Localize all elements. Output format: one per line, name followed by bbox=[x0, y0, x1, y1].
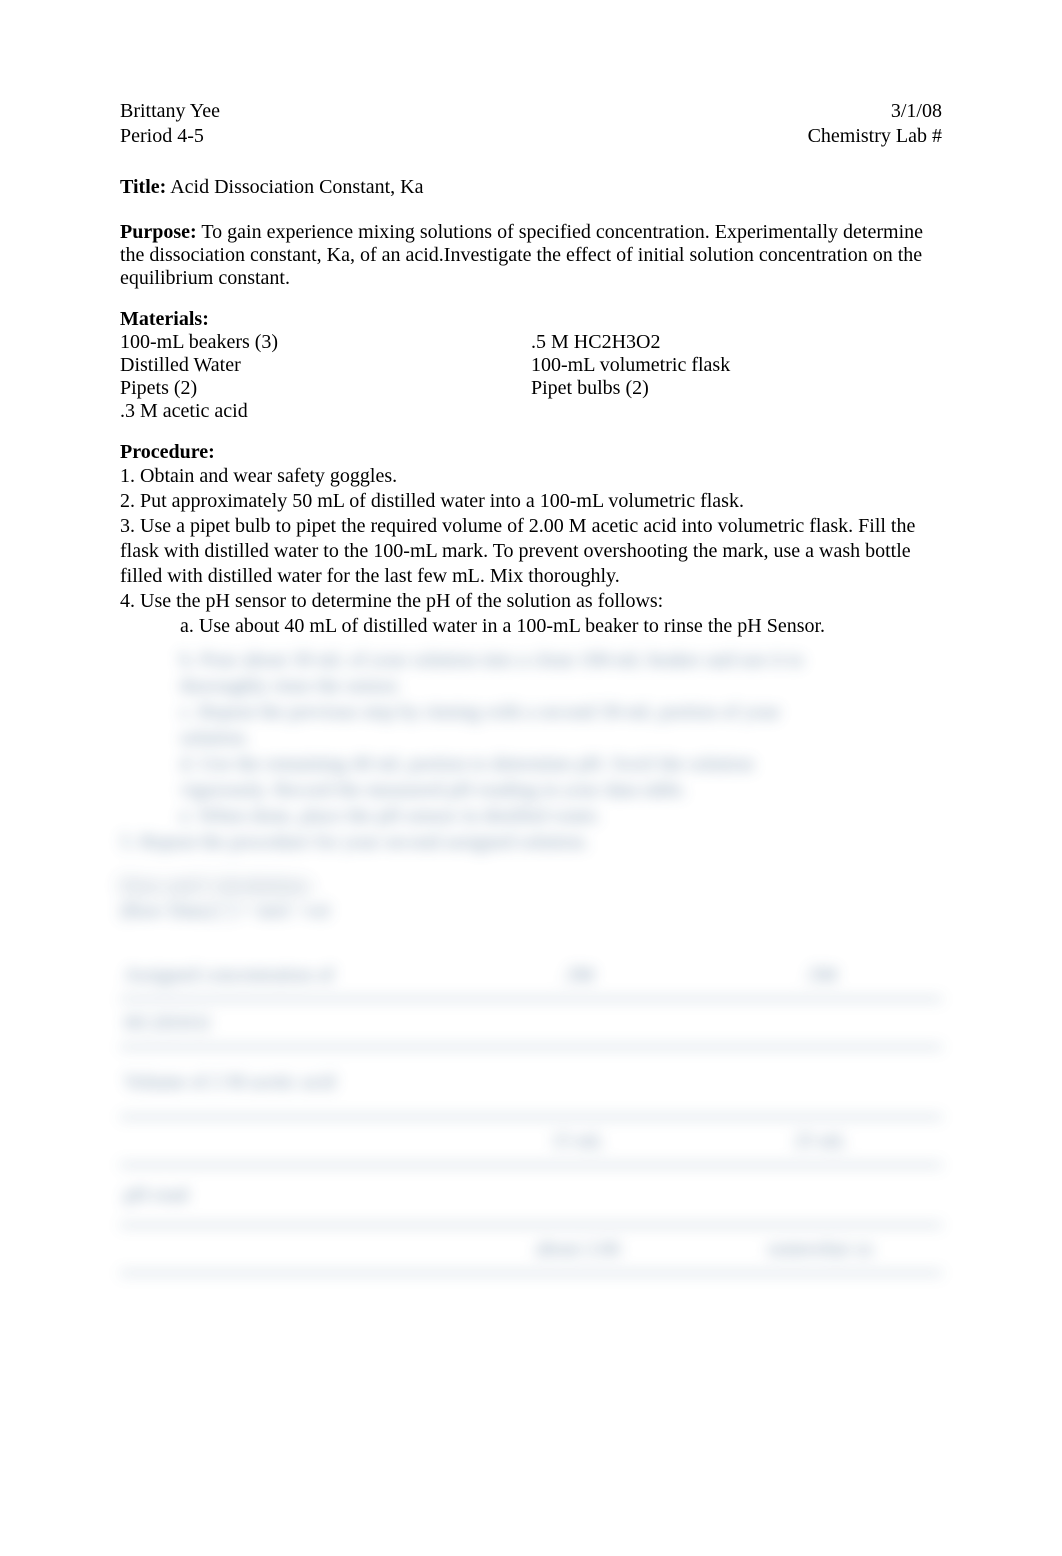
table-cell bbox=[120, 1135, 457, 1147]
title-label: Title: bbox=[120, 176, 166, 198]
table-cell: about 2.66 bbox=[457, 1232, 700, 1267]
material-item: Pipet bulbs (2) bbox=[531, 377, 942, 400]
table-cell bbox=[457, 1189, 700, 1201]
blurred-line: 5. Repeat the procedure for your second … bbox=[120, 829, 942, 855]
blurred-sub-heading: (Raw Data) [ ] = mol / vol bbox=[120, 898, 942, 924]
blurred-line: d. Use the remaining 40 mL portion to de… bbox=[120, 751, 942, 777]
table-cell: pH read bbox=[120, 1178, 457, 1213]
lab-label: Chemistry Lab # bbox=[808, 125, 942, 148]
material-item: 100-mL beakers (3) bbox=[120, 331, 531, 354]
table-cell bbox=[120, 1243, 457, 1255]
procedure-substep: a. Use about 40 mL of distilled water in… bbox=[120, 614, 942, 639]
table-row: pH read bbox=[120, 1166, 942, 1226]
period: Period 4-5 bbox=[120, 125, 204, 148]
blurred-line: b. Pour about 30 mL of your solution int… bbox=[120, 647, 942, 673]
procedure-label: Procedure: bbox=[120, 441, 942, 464]
material-item: Distilled Water bbox=[120, 354, 531, 377]
material-item: .5 M HC2H3O2 bbox=[531, 331, 942, 354]
table-cell bbox=[457, 1017, 700, 1029]
blurred-section-heading: Data and Calculations bbox=[120, 875, 942, 898]
blurred-line: solution. bbox=[120, 725, 942, 751]
table-row: 15 mL 25 mL bbox=[120, 1118, 942, 1166]
materials-label: Materials: bbox=[120, 308, 942, 331]
table-cell bbox=[457, 1076, 700, 1088]
table-cell bbox=[699, 1189, 942, 1201]
table-cell: HC2H3O2 bbox=[120, 1006, 457, 1041]
purpose-label: Purpose: bbox=[120, 221, 197, 243]
material-item: 100-mL volumetric flask bbox=[531, 354, 942, 377]
table-cell bbox=[699, 1076, 942, 1088]
blurred-line: thoroughly rinse the sensor. bbox=[120, 673, 942, 699]
table-row: HC2H3O2 bbox=[120, 1000, 942, 1048]
blurred-table: Assigned concentration of .3M .5M HC2H3O… bbox=[120, 952, 942, 1274]
table-cell: .3M bbox=[457, 958, 700, 993]
student-name: Brittany Yee bbox=[120, 100, 220, 123]
material-item: .3 M acetic acid bbox=[120, 400, 531, 423]
table-row: about 2.66 somewhat xx bbox=[120, 1226, 942, 1274]
table-cell: somewhat xx bbox=[699, 1232, 942, 1267]
blurred-line: c. Repeat the previous step by rinsing w… bbox=[120, 699, 942, 725]
table-cell: Assigned concentration of bbox=[120, 958, 457, 993]
procedure-step: 1. Obtain and wear safety goggles. bbox=[120, 464, 942, 489]
table-cell: .5M bbox=[699, 958, 942, 993]
material-item: Pipets (2) bbox=[120, 377, 531, 400]
purpose-text: To gain experience mixing solutions of s… bbox=[120, 221, 923, 289]
procedure-step: 2. Put approximately 50 mL of distilled … bbox=[120, 489, 942, 514]
table-cell: Volume of 2 M acetic acid bbox=[120, 1065, 457, 1100]
date: 3/1/08 bbox=[891, 100, 942, 123]
blurred-content: b. Pour about 30 mL of your solution int… bbox=[120, 647, 942, 1274]
procedure-step: 4. Use the pH sensor to determine the pH… bbox=[120, 589, 942, 614]
blurred-line: vigorously. Record the measured pH readi… bbox=[120, 777, 942, 803]
table-cell: 15 mL bbox=[457, 1124, 700, 1159]
procedure-step: 3. Use a pipet bulb to pipet the require… bbox=[120, 514, 942, 589]
table-row: Volume of 2 M acetic acid bbox=[120, 1048, 942, 1118]
title-text: Acid Dissociation Constant, Ka bbox=[170, 176, 423, 198]
table-cell: 25 mL bbox=[699, 1124, 942, 1159]
blurred-line: e. When done, place the pH sensor in dis… bbox=[120, 803, 942, 829]
table-cell bbox=[699, 1017, 942, 1029]
table-row: Assigned concentration of .3M .5M bbox=[120, 952, 942, 1000]
